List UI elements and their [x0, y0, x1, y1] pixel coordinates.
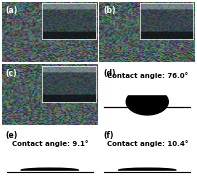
Text: Contact angle: 76.0°: Contact angle: 76.0°: [107, 72, 188, 79]
Text: Contact angle: 10.4°: Contact angle: 10.4°: [107, 140, 188, 147]
Bar: [121, 120, 173, 128]
Text: (e): (e): [6, 131, 18, 140]
Bar: [16, 171, 83, 188]
Ellipse shape: [21, 168, 78, 172]
Text: (c): (c): [6, 69, 17, 78]
Text: (a): (a): [6, 6, 18, 15]
Circle shape: [126, 88, 168, 115]
Text: (b): (b): [103, 6, 116, 15]
Bar: [121, 81, 173, 94]
Bar: [114, 171, 181, 188]
Text: (f): (f): [103, 131, 114, 140]
Ellipse shape: [119, 168, 176, 172]
Text: (d): (d): [103, 69, 116, 78]
Text: Contact angle: 9.1°: Contact angle: 9.1°: [12, 140, 88, 147]
